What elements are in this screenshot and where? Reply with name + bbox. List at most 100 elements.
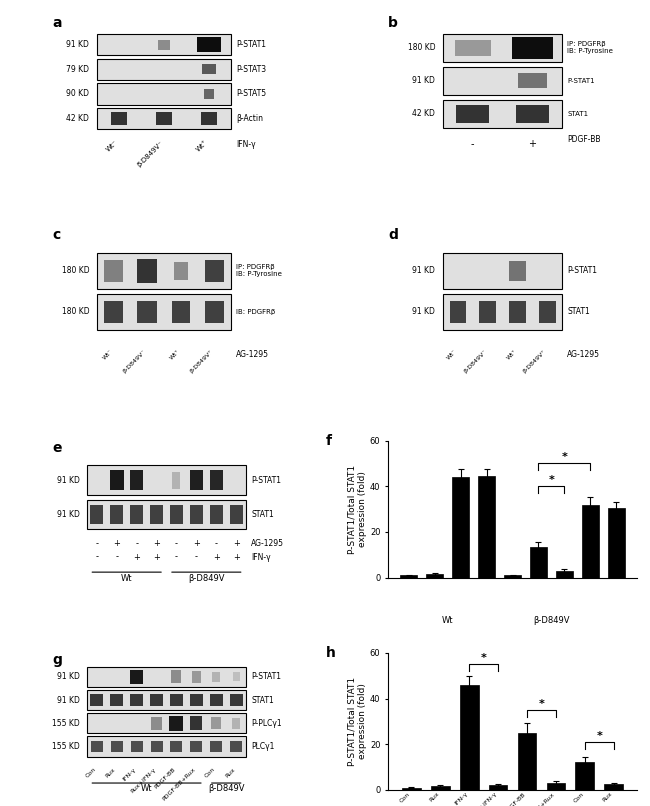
Text: 180 KD: 180 KD: [62, 267, 89, 276]
Text: IP: PDGFRβ
IB: P-Tyrosine: IP: PDGFRβ IB: P-Tyrosine: [567, 41, 613, 54]
FancyBboxPatch shape: [110, 470, 124, 491]
FancyBboxPatch shape: [170, 716, 183, 731]
FancyBboxPatch shape: [150, 694, 163, 706]
Text: IP: PDGFRβ
IB: P-Tyrosine: IP: PDGFRβ IB: P-Tyrosine: [236, 264, 282, 277]
FancyBboxPatch shape: [443, 253, 562, 289]
Text: 91 KD: 91 KD: [413, 267, 436, 276]
Text: P-STAT1: P-STAT1: [236, 40, 266, 49]
Text: Wt: Wt: [121, 574, 133, 583]
FancyBboxPatch shape: [111, 112, 127, 126]
FancyBboxPatch shape: [151, 717, 162, 729]
FancyBboxPatch shape: [151, 741, 162, 753]
Text: +: +: [233, 553, 240, 562]
FancyBboxPatch shape: [105, 260, 123, 282]
FancyBboxPatch shape: [443, 34, 562, 62]
FancyBboxPatch shape: [456, 105, 489, 123]
Text: 91 KD: 91 KD: [66, 40, 89, 49]
FancyBboxPatch shape: [211, 741, 222, 753]
Text: +: +: [528, 139, 536, 149]
FancyBboxPatch shape: [516, 105, 549, 123]
Text: -: -: [214, 539, 218, 548]
FancyBboxPatch shape: [190, 470, 203, 491]
Text: IFN-γ: IFN-γ: [236, 140, 256, 149]
Bar: [608, 508, 625, 578]
Text: 91 KD: 91 KD: [57, 696, 79, 704]
Text: Wt⁺: Wt⁺: [169, 349, 181, 361]
Text: PDGF-BB: PDGF-BB: [153, 767, 176, 790]
FancyBboxPatch shape: [443, 67, 562, 95]
Text: +: +: [153, 553, 160, 562]
FancyBboxPatch shape: [87, 737, 246, 757]
Text: Wt: Wt: [442, 616, 454, 625]
Text: β-Actin: β-Actin: [236, 114, 263, 123]
Text: f: f: [326, 434, 332, 448]
Text: PDGF-BB: PDGF-BB: [504, 791, 527, 806]
Text: AG-1295: AG-1295: [236, 350, 269, 359]
Bar: [426, 574, 443, 578]
Text: P-PLCγ1: P-PLCγ1: [251, 719, 281, 728]
FancyBboxPatch shape: [174, 262, 188, 280]
Text: Con: Con: [204, 767, 216, 779]
FancyBboxPatch shape: [205, 301, 224, 323]
Text: PDGF-BB+Rux: PDGF-BB+Rux: [161, 767, 196, 802]
FancyBboxPatch shape: [210, 470, 223, 490]
Text: β-D849V⁻: β-D849V⁻: [122, 349, 147, 374]
Text: Wt⁻: Wt⁻: [105, 139, 119, 153]
FancyBboxPatch shape: [87, 713, 246, 733]
FancyBboxPatch shape: [97, 294, 231, 330]
FancyBboxPatch shape: [196, 37, 221, 52]
Text: AG-1295: AG-1295: [251, 539, 284, 548]
Text: +: +: [193, 539, 200, 548]
FancyBboxPatch shape: [510, 260, 526, 281]
FancyBboxPatch shape: [105, 301, 123, 323]
Bar: [402, 787, 421, 790]
Y-axis label: P-STAT1/Total STAT1
expression (fold): P-STAT1/Total STAT1 expression (fold): [348, 677, 367, 766]
Text: P-STAT5: P-STAT5: [236, 89, 266, 98]
Bar: [452, 477, 469, 578]
Text: 79 KD: 79 KD: [66, 64, 89, 74]
Text: -: -: [96, 539, 98, 548]
FancyBboxPatch shape: [204, 89, 214, 98]
FancyBboxPatch shape: [512, 37, 553, 59]
Text: IB: PDGFRβ: IB: PDGFRβ: [236, 309, 276, 315]
Text: AG-1295: AG-1295: [567, 350, 601, 359]
Bar: [431, 787, 450, 790]
Text: Rux: Rux: [224, 767, 236, 779]
FancyBboxPatch shape: [91, 741, 103, 753]
Text: STAT1: STAT1: [567, 308, 590, 317]
FancyBboxPatch shape: [111, 505, 124, 524]
Bar: [489, 785, 508, 790]
Text: β-D849V⁻: β-D849V⁻: [136, 139, 164, 168]
FancyBboxPatch shape: [192, 671, 201, 683]
FancyBboxPatch shape: [130, 670, 143, 683]
FancyBboxPatch shape: [170, 505, 183, 524]
FancyBboxPatch shape: [443, 100, 562, 127]
FancyBboxPatch shape: [130, 470, 144, 491]
Text: Wt⁻: Wt⁻: [101, 349, 114, 361]
Text: Rux: Rux: [105, 767, 117, 779]
Text: Rux: Rux: [428, 791, 440, 803]
FancyBboxPatch shape: [156, 112, 172, 126]
Bar: [400, 575, 417, 578]
Text: 42 KD: 42 KD: [66, 114, 89, 123]
FancyBboxPatch shape: [455, 39, 491, 56]
Text: β-D849V⁺: β-D849V⁺: [522, 349, 547, 374]
Text: IFN-γ: IFN-γ: [454, 791, 469, 806]
Text: -: -: [115, 553, 118, 562]
Bar: [460, 685, 478, 790]
Bar: [478, 476, 495, 578]
Text: Wt⁺: Wt⁺: [506, 349, 517, 361]
FancyBboxPatch shape: [137, 259, 157, 283]
Text: Rux+IFN-γ: Rux+IFN-γ: [471, 791, 498, 806]
Text: +: +: [153, 539, 160, 548]
FancyBboxPatch shape: [172, 472, 181, 488]
Text: -: -: [175, 539, 178, 548]
FancyBboxPatch shape: [230, 741, 242, 753]
FancyBboxPatch shape: [172, 301, 190, 323]
Bar: [604, 784, 623, 790]
Text: STAT1: STAT1: [567, 110, 588, 117]
FancyBboxPatch shape: [111, 741, 123, 753]
FancyBboxPatch shape: [87, 667, 246, 687]
FancyBboxPatch shape: [130, 505, 143, 524]
Text: P-STAT3: P-STAT3: [236, 64, 266, 74]
